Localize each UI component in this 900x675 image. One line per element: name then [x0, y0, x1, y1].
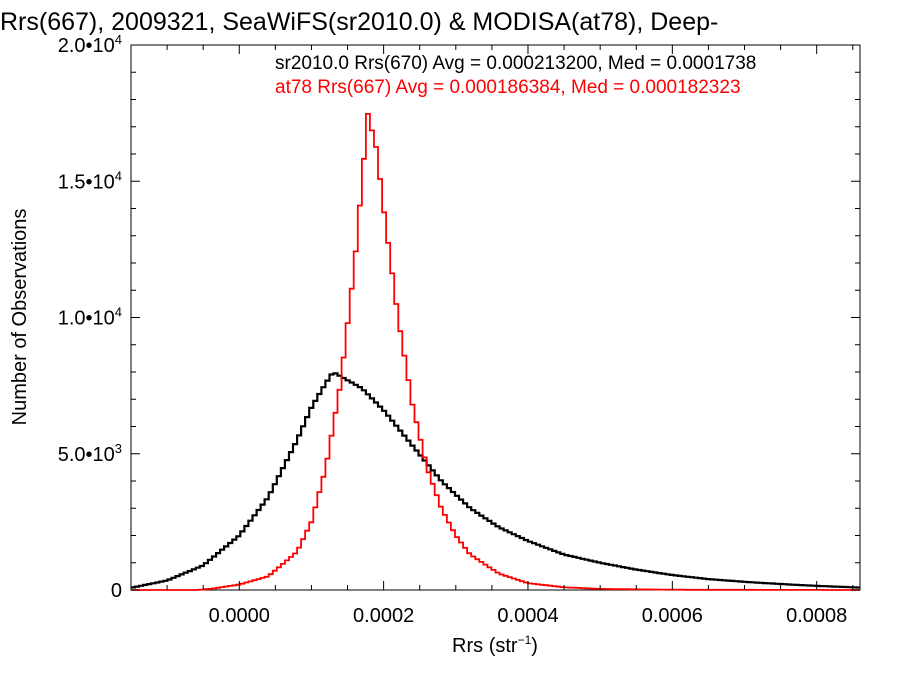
x-tick-label: 0.0004 [497, 605, 558, 627]
y-tick-label: 1.0•104 [58, 305, 122, 330]
series-line-modisa [131, 113, 860, 591]
chart-title: Rrs(667), 2009321, SeaWiFS(sr2010.0) & M… [0, 8, 718, 36]
series-layer [131, 113, 860, 591]
x-tick-label: 0.0002 [353, 605, 414, 627]
y-tick-label: 5.0•103 [58, 441, 122, 466]
x-tick-label: 0.0008 [786, 605, 847, 627]
legend-entry: at78 Rrs(667) Avg = 0.000186384, Med = 0… [275, 77, 741, 98]
y-tick-label: 0 [111, 580, 122, 602]
series-line-seawifs [131, 372, 860, 589]
x-tick-label: 0.0006 [642, 605, 703, 627]
y-tick-label: 2.0•104 [58, 32, 122, 57]
y-tick-label: 1.5•104 [58, 168, 122, 193]
x-axis-label: Rrs (str−1) [452, 633, 538, 657]
plot-frame [130, 44, 861, 591]
legend: sr2010.0 Rrs(670) Avg = 0.000213200, Med… [275, 53, 756, 98]
x-tick-label: 0.0000 [209, 605, 270, 627]
y-axis-label: Number of Observations [9, 209, 31, 426]
ticks-layer: 0.0000 0.0002 0.0004 0.0006 0.0008 0 5.0•103 1.… [58, 32, 860, 627]
legend-entry: sr2010.0 Rrs(670) Avg = 0.000213200, Med… [275, 53, 756, 74]
